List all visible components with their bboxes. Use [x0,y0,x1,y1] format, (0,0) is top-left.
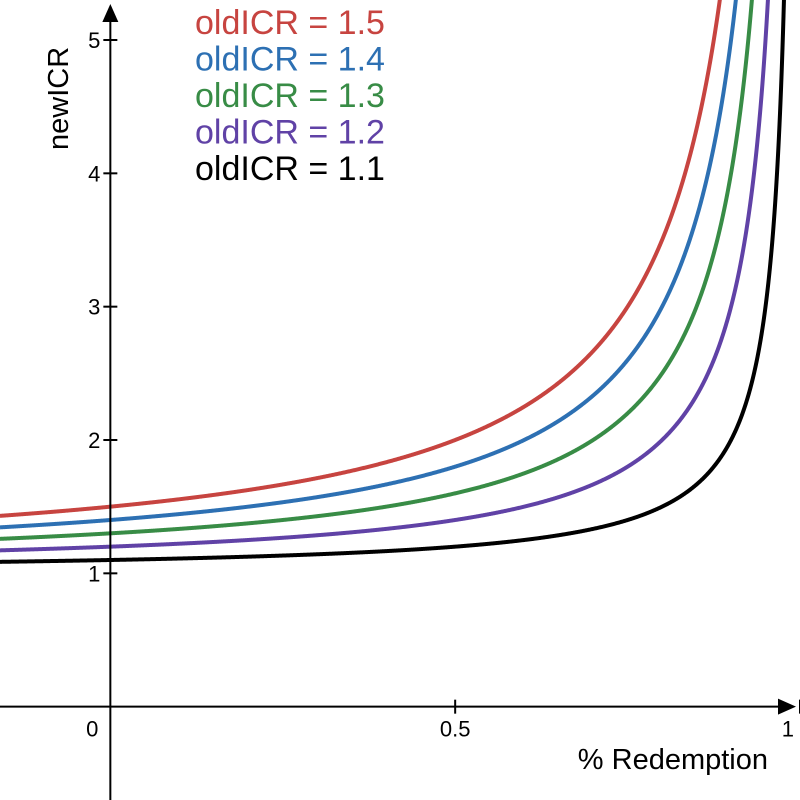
legend-entry: oldICR = 1.5 [195,4,385,42]
y-axis-label: newICR [43,47,75,150]
legend-entry: oldICR = 1.3 [195,77,385,115]
series-line-oldicr-1-4 [0,0,738,530]
series-curves [0,0,786,564]
legend-entry: oldICR = 1.4 [195,41,385,79]
y-tick-label: 1 [88,561,100,586]
ticks: 0 0.5 1 1 2 3 4 5 [86,28,800,742]
series-line-oldicr-1-3 [0,0,754,541]
x-tick-label: 1 [782,717,794,742]
y-tick-label: 4 [88,161,100,186]
series-line-oldicr-1-2 [0,0,770,553]
series-line-oldicr-1-5 [0,0,722,518]
x-axis-label: % Redemption [578,744,768,776]
y-axis-arrow-icon [102,4,119,22]
y-tick-label: 2 [88,428,100,453]
x-tick-label: 0.5 [440,717,471,742]
axes [0,4,796,800]
y-tick-label: 5 [88,28,100,53]
x-tick-label: 0 [86,717,98,742]
legend-entry: oldICR = 1.1 [195,150,385,188]
legend-entry: oldICR = 1.2 [195,114,385,152]
x-axis-arrow-icon [778,698,796,715]
y-tick-label: 3 [88,295,100,320]
series-line-oldicr-1-1 [0,0,786,564]
